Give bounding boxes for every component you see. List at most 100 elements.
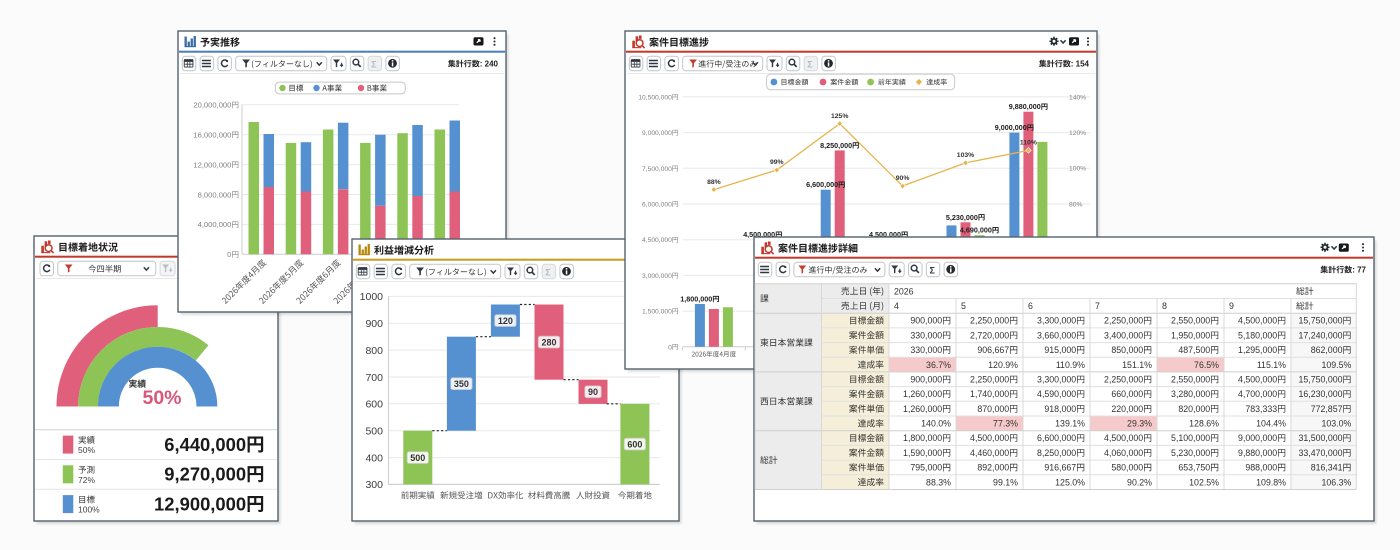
svg-text:4,000,000: 4,000,000 — [198, 220, 232, 229]
svg-text:800: 800 — [365, 345, 383, 357]
svg-text:7,500,000: 7,500,000 — [642, 166, 672, 173]
svg-text:5,230,000: 5,230,000 — [1171, 448, 1210, 458]
svg-text:1,500,000: 1,500,000 — [642, 309, 672, 316]
svg-text:5,230,000: 5,230,000 — [946, 213, 978, 222]
svg-text:103.0%: 103.0% — [1321, 419, 1351, 429]
svg-text:77.3%: 77.3% — [993, 419, 1018, 429]
svg-text:33,470,000: 33,470,000 — [1298, 448, 1342, 458]
svg-text:4,060,000: 4,060,000 — [1104, 448, 1143, 458]
svg-text:916,667: 916,667 — [1044, 463, 1076, 473]
svg-text:88.3%: 88.3% — [926, 477, 951, 487]
svg-text:892,000: 892,000 — [977, 463, 1009, 473]
svg-text:6,440,000: 6,440,000 — [164, 434, 246, 455]
svg-text:4,590,000: 4,590,000 — [1037, 389, 1076, 399]
svg-text:820,000: 820,000 — [1178, 404, 1210, 414]
svg-text:772,857: 772,857 — [1311, 404, 1343, 414]
svg-text:110.9%: 110.9% — [1056, 360, 1085, 370]
svg-text:862,000: 862,000 — [1311, 345, 1343, 355]
svg-text:500: 500 — [365, 426, 383, 438]
svg-text:36.7%: 36.7% — [926, 360, 951, 370]
svg-text:4,500,000: 4,500,000 — [970, 433, 1009, 443]
svg-text:5: 5 — [961, 301, 966, 311]
svg-text:2,550,000: 2,550,000 — [1171, 375, 1210, 385]
svg-text:125.0%: 125.0% — [1055, 477, 1085, 487]
svg-text:20,000,000: 20,000,000 — [193, 101, 231, 110]
svg-text:988,000: 988,000 — [1245, 463, 1277, 473]
svg-text:Σ: Σ — [930, 265, 936, 275]
svg-text:Σ: Σ — [807, 59, 813, 69]
svg-text:6,600,000: 6,600,000 — [1037, 433, 1076, 443]
svg-text:9,270,000: 9,270,000 — [164, 464, 246, 485]
svg-text:5,100,000: 5,100,000 — [1171, 433, 1210, 443]
svg-text:4,500,000: 4,500,000 — [642, 237, 672, 244]
svg-text:4,690,000: 4,690,000 — [960, 226, 992, 235]
svg-text:3,660,000: 3,660,000 — [1037, 330, 1076, 340]
svg-text:90%: 90% — [896, 175, 910, 182]
svg-text:50%: 50% — [142, 387, 181, 409]
svg-text:600: 600 — [627, 439, 642, 449]
svg-text:500: 500 — [410, 453, 425, 463]
svg-text:3,400,000: 3,400,000 — [1104, 330, 1143, 340]
svg-text:: 77: : 77 — [1352, 266, 1366, 275]
svg-text:300: 300 — [365, 479, 383, 491]
svg-text:1,800,000: 1,800,000 — [903, 433, 942, 443]
svg-text:88%: 88% — [707, 179, 721, 186]
svg-text:106.3%: 106.3% — [1321, 477, 1351, 487]
svg-text:2,720,000: 2,720,000 — [970, 330, 1009, 340]
svg-text:102.5%: 102.5% — [1189, 477, 1219, 487]
svg-text:4,500,000: 4,500,000 — [743, 230, 775, 239]
svg-text:151.1%: 151.1% — [1122, 360, 1152, 370]
svg-text:660,000: 660,000 — [1111, 389, 1143, 399]
svg-text:280: 280 — [541, 337, 556, 347]
svg-text:16,230,000: 16,230,000 — [1298, 389, 1342, 399]
svg-text:4: 4 — [894, 301, 899, 311]
svg-text:0: 0 — [227, 250, 231, 259]
svg-text:90.2%: 90.2% — [1127, 477, 1152, 487]
svg-text:2,550,000: 2,550,000 — [1171, 316, 1210, 326]
svg-text:4,460,000: 4,460,000 — [970, 448, 1009, 458]
svg-text:80%: 80% — [1069, 201, 1082, 208]
svg-text:9,000,000: 9,000,000 — [642, 130, 672, 137]
svg-text:3,000,000: 3,000,000 — [642, 273, 672, 280]
svg-text:870,000: 870,000 — [977, 404, 1009, 414]
svg-text:0: 0 — [668, 344, 672, 351]
svg-text:3,280,000: 3,280,000 — [1171, 389, 1210, 399]
svg-text:3,300,000: 3,300,000 — [1037, 316, 1076, 326]
svg-text:110%: 110% — [1020, 140, 1037, 147]
svg-text:580,000: 580,000 — [1111, 463, 1143, 473]
svg-text:139.1%: 139.1% — [1055, 419, 1085, 429]
svg-text:12,900,000: 12,900,000 — [154, 493, 246, 514]
svg-text:816,341: 816,341 — [1311, 463, 1343, 473]
svg-text:120%: 120% — [1069, 130, 1086, 137]
svg-text:17,240,000: 17,240,000 — [1298, 330, 1342, 340]
svg-text:653,750: 653,750 — [1178, 463, 1210, 473]
svg-text:15,750,000: 15,750,000 — [1298, 316, 1342, 326]
svg-text:128.6%: 128.6% — [1189, 419, 1219, 429]
svg-text:900,000: 900,000 — [910, 316, 942, 326]
svg-text:600: 600 — [365, 399, 383, 411]
svg-text:4,700,000: 4,700,000 — [1238, 389, 1277, 399]
svg-text:140.0%: 140.0% — [921, 419, 951, 429]
svg-text:90: 90 — [588, 387, 598, 397]
svg-text:1,590,000: 1,590,000 — [903, 448, 942, 458]
svg-text:2,250,000: 2,250,000 — [970, 316, 1009, 326]
svg-text:29.3%: 29.3% — [1127, 419, 1152, 429]
svg-text:120: 120 — [498, 316, 513, 326]
svg-text:330,000: 330,000 — [910, 345, 942, 355]
svg-text:915,000: 915,000 — [1044, 345, 1076, 355]
svg-text:4,500,000: 4,500,000 — [1104, 433, 1143, 443]
svg-text:15,750,000: 15,750,000 — [1298, 375, 1342, 385]
svg-text:99%: 99% — [770, 159, 784, 166]
svg-text:6: 6 — [1028, 301, 1033, 311]
svg-text:700: 700 — [365, 372, 383, 384]
svg-text:9,000,000: 9,000,000 — [995, 123, 1027, 132]
svg-text:795,000: 795,000 — [910, 463, 942, 473]
svg-text:4,500,000: 4,500,000 — [1238, 316, 1277, 326]
svg-text:99.1%: 99.1% — [993, 477, 1018, 487]
svg-text:12,000,000: 12,000,000 — [193, 160, 231, 169]
svg-text:120.9%: 120.9% — [988, 360, 1018, 370]
svg-text:100%: 100% — [78, 505, 100, 515]
svg-text:31,500,000: 31,500,000 — [1298, 433, 1342, 443]
svg-text:9: 9 — [1229, 301, 1234, 311]
svg-text:6,600,000: 6,600,000 — [806, 180, 838, 189]
